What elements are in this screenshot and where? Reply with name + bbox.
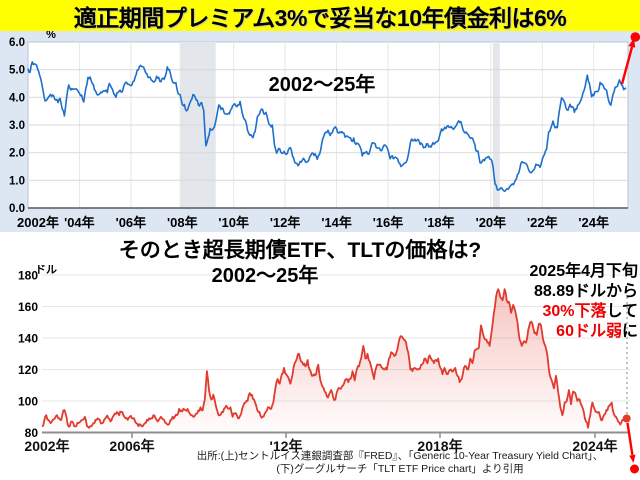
projection-arrow-down bbox=[626, 422, 634, 456]
x-tick-label: '24年 bbox=[578, 215, 609, 230]
x-tick-label: 2002年 bbox=[17, 215, 59, 230]
y-tick-label: 5.0 bbox=[9, 65, 25, 77]
projection-arrowhead-down-icon bbox=[629, 454, 636, 463]
x-tick-label: '12年 bbox=[270, 215, 301, 230]
source-line-2: (下)グーグルサーチ「TLT ETF Price chart」より引用 bbox=[276, 463, 524, 475]
treasury-yield-chart: 2002年 '04年 '06年 '08年 '10年 '12年 '14年 '16年 '18年 '20… bbox=[0, 31, 640, 232]
x-tick-label: '18年 bbox=[424, 215, 455, 230]
y-tick-label: 80 bbox=[25, 426, 39, 440]
y-axis-unit: ドル bbox=[35, 265, 57, 276]
tlt-price-chart: 2002年 2006年 '12年 2018年 2024年 80 100 120 140 160 18… bbox=[0, 232, 640, 480]
x-tick-label: 2024年 bbox=[572, 438, 617, 454]
x-tick-label: '22年 bbox=[527, 215, 558, 230]
annotation-line-4: 60ドル弱に bbox=[556, 323, 638, 340]
y-tick-label: 100 bbox=[18, 395, 38, 409]
y-tick-label: 2.0 bbox=[9, 148, 25, 160]
price-area-fill bbox=[42, 289, 627, 433]
y-tick-label: 3.0 bbox=[9, 120, 25, 132]
x-tick-label: '20年 bbox=[476, 215, 507, 230]
x-tick-label: 2006年 bbox=[109, 438, 154, 454]
tlt-price-line bbox=[41, 288, 627, 429]
annotation-line-2: 88.89ドルから bbox=[533, 283, 638, 300]
x-tick-label: '12年 bbox=[270, 438, 303, 454]
y-tick-label: 1.0 bbox=[9, 175, 25, 187]
y-axis-unit: % bbox=[46, 31, 56, 41]
y-tick-label: 0.0 bbox=[9, 203, 25, 215]
x-tick-label: 2002年 bbox=[24, 438, 69, 454]
headline-bar: 適正期間プレミアム3%で妥当な10年債金利は6% bbox=[0, 0, 640, 31]
last-price-dot-icon bbox=[622, 414, 631, 423]
y-tick-label: 160 bbox=[18, 300, 38, 314]
source-citation: 出所:(上)セントルイス連銀調査部『FRED』、「Generic 10-Year… bbox=[160, 450, 640, 476]
annotation-line-3: 30%下落して bbox=[542, 303, 638, 320]
y-tick-label: 6.0 bbox=[9, 37, 25, 49]
y-tick-label: 140 bbox=[18, 332, 38, 346]
target-dot-icon bbox=[630, 464, 639, 474]
top-chart-subtitle: 2002〜25年 bbox=[268, 74, 376, 96]
page-title: 適正期間プレミアム3%で妥当な10年債金利は6% bbox=[73, 4, 567, 31]
price-drop-annotation: 2025年4月下旬 88.89ドルから 30%下落して 60ドル弱に bbox=[530, 262, 639, 342]
treasury-yield-plot: 2002年 '04年 '06年 '08年 '10年 '12年 '14年 '16年 '18年 '20… bbox=[9, 31, 640, 230]
x-tick-label: '04年 bbox=[64, 215, 95, 230]
x-tick-label: '06年 bbox=[116, 215, 147, 230]
x-tick-label: '10年 bbox=[218, 215, 249, 230]
projection-arrow-up bbox=[620, 46, 634, 85]
target-dot-icon bbox=[630, 32, 640, 42]
y-tick-label: 180 bbox=[18, 269, 38, 283]
x-tick-label: '08年 bbox=[167, 215, 198, 230]
y-tick-label: 120 bbox=[18, 363, 38, 377]
source-line-1: 出所:(上)セントルイス連銀調査部『FRED』、「Generic 10-Year… bbox=[196, 450, 604, 462]
x-tick-label: 2018年 bbox=[417, 438, 462, 454]
bottom-chart-title: そのとき超長期債ETF、TLTの価格は? bbox=[118, 239, 482, 262]
annotation-line-1: 2025年4月下旬 bbox=[529, 263, 639, 280]
x-tick-label: '16年 bbox=[373, 215, 404, 230]
x-tick-label: '14年 bbox=[321, 215, 352, 230]
yield-line bbox=[27, 61, 627, 192]
y-tick-label: 4.0 bbox=[9, 92, 25, 104]
tlt-price-plot: 2002年 2006年 '12年 2018年 2024年 80 100 120 140 160 18… bbox=[18, 265, 639, 474]
bottom-chart-subtitle: 2002〜25年 bbox=[211, 265, 319, 287]
